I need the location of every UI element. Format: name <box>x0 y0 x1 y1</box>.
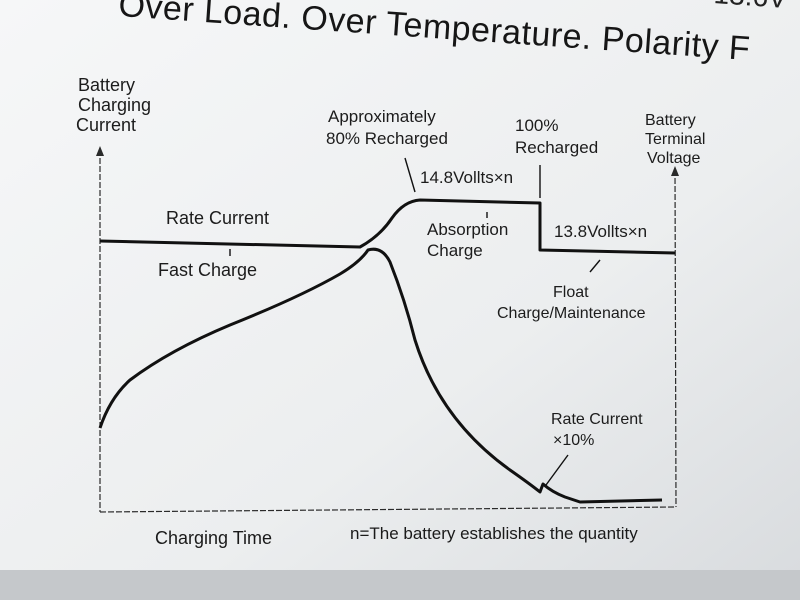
float-label-1: Float <box>553 284 589 301</box>
rate-current-label: Rate Current <box>166 208 270 228</box>
right-axis-arrow <box>671 166 679 176</box>
float-label-2: Charge/Maintenance <box>497 305 646 322</box>
left-axis-arrow <box>96 146 104 156</box>
lower-shadow-band <box>0 570 800 600</box>
approx-pointer <box>404 157 416 193</box>
voltage-13-8-label: 13.8Vollts×n <box>554 222 648 241</box>
full-label-1: 100% <box>515 116 559 135</box>
approx-label-2: 80% Recharged <box>326 129 448 148</box>
absorption-label-1: Absorption <box>427 220 509 239</box>
approx-label-1: Approximately <box>328 107 436 126</box>
y-left-label-2: Charging <box>78 95 152 115</box>
voltage-14-8-label: 14.8Vollts×n <box>420 168 514 187</box>
y-right-label-2: Terminal <box>645 131 706 148</box>
full-label-2: Recharged <box>515 138 599 157</box>
rate-10-label-1: Rate Current <box>551 411 643 428</box>
fast-charge-label: Fast Charge <box>158 260 258 280</box>
absorption-label-2: Charge <box>427 241 483 260</box>
right-axis-line <box>674 169 677 508</box>
y-left-label-3: Current <box>76 115 137 135</box>
current-curve <box>98 247 663 504</box>
y-left-label-1: Battery <box>78 75 136 95</box>
y-right-label-1: Battery <box>645 112 696 129</box>
voltage-curve <box>99 198 676 255</box>
bottom-axis-line <box>99 506 677 513</box>
y-right-label-3: Voltage <box>647 150 701 167</box>
float-pointer <box>589 259 601 273</box>
rate-10-label-2: ×10% <box>553 432 595 449</box>
quantity-note: n=The battery establishes the quantity <box>350 524 638 543</box>
x-axis-label: Charging Time <box>155 528 273 548</box>
rate10-pointer <box>545 454 569 486</box>
